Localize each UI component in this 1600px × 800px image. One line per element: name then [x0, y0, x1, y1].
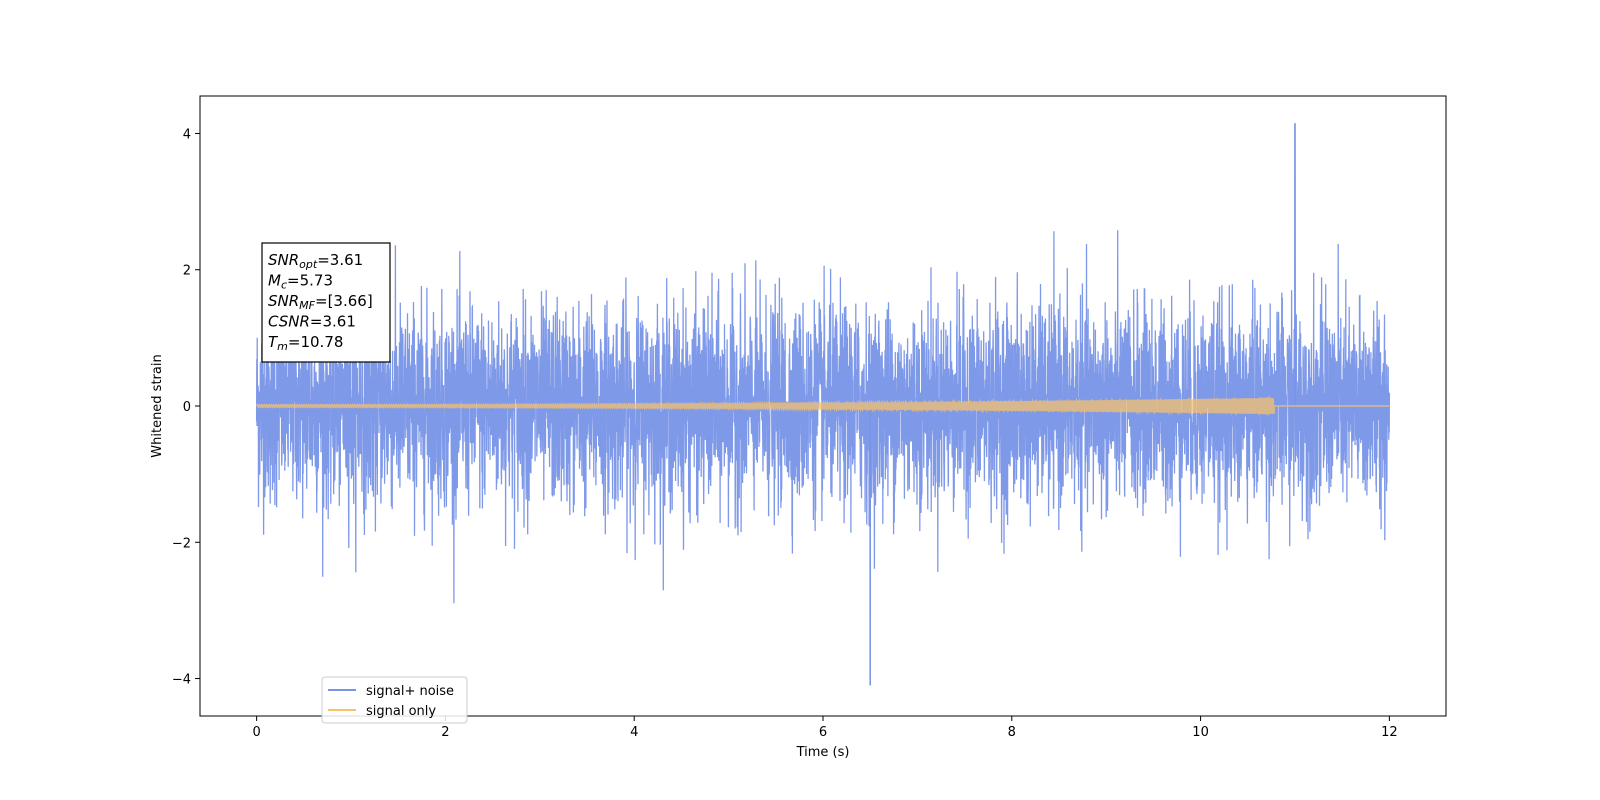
x-tick-label: 8: [1008, 725, 1016, 740]
x-tick-label: 0: [252, 725, 260, 740]
series-signal-plus-noise: [255, 123, 1391, 686]
info-line: Tm=10.78: [268, 333, 343, 353]
y-tick-label: −4: [172, 673, 191, 688]
plot-area: [255, 123, 1391, 686]
legend: signal+ noise signal only: [321, 676, 468, 724]
legend-frame: [321, 676, 468, 724]
x-tick-label: 6: [819, 725, 827, 740]
signal-only-line: [255, 395, 1390, 417]
signal-plus-noise-line: [255, 123, 1391, 686]
info-box-frame: [261, 242, 391, 363]
x-tick-label: 4: [630, 725, 638, 740]
y-tick-label: 0: [183, 400, 191, 415]
x-axis: 0 2 4 6 8 10 12: [252, 716, 1398, 740]
x-tick-label: 12: [1381, 725, 1398, 740]
y-axis: −4 −2 0 2 4: [172, 127, 200, 688]
y-tick-label: −2: [172, 536, 191, 551]
info-line: Mc=5.73: [268, 272, 333, 292]
y-tick-label: 2: [183, 264, 191, 279]
y-tick-label: 4: [183, 127, 191, 142]
info-line: SNRopt=3.61: [268, 251, 363, 271]
x-tick-label: 10: [1192, 725, 1209, 740]
legend-label-signal-plus-noise: signal+ noise: [366, 684, 454, 699]
y-axis-label: Whitened strain: [150, 354, 165, 457]
x-tick-label: 2: [441, 725, 449, 740]
series-signal-only: [255, 395, 1390, 417]
info-line: CSNR=3.61: [268, 313, 356, 331]
legend-label-signal-only: signal only: [366, 704, 436, 719]
info-line: SNRMF=[3.66]: [268, 292, 373, 312]
x-axis-label: Time (s): [796, 745, 850, 760]
